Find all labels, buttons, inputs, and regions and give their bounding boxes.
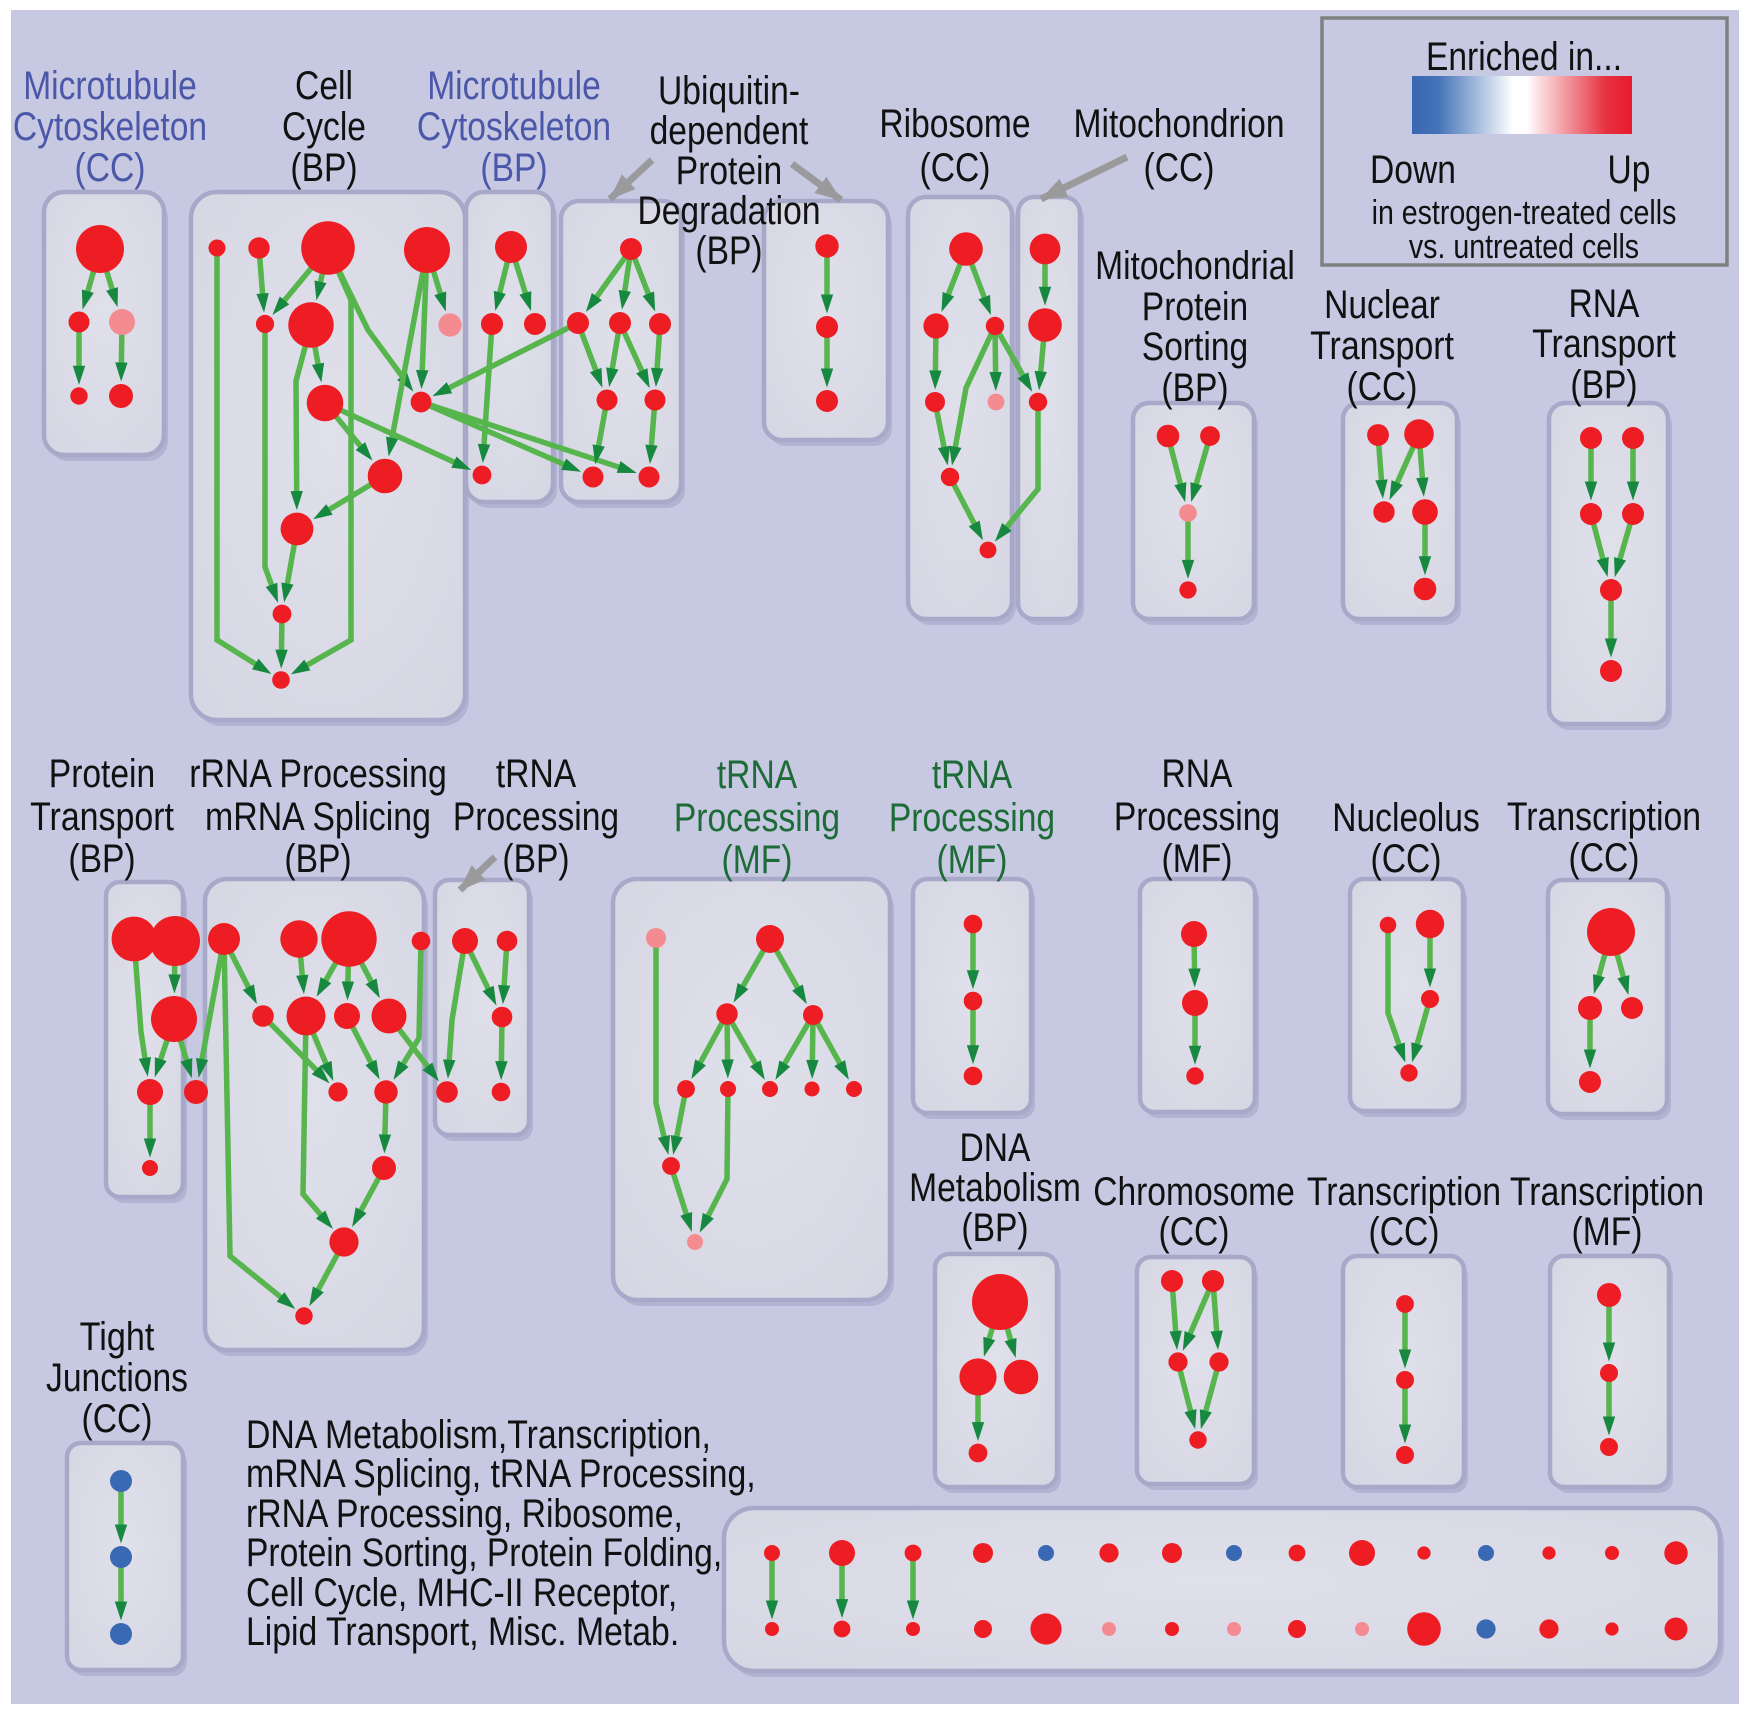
svg-text:Ubiquitin-: Ubiquitin- [658, 69, 800, 113]
svg-text:(MF): (MF) [1162, 837, 1233, 881]
svg-text:Transport: Transport [1310, 324, 1454, 368]
svg-text:Transport: Transport [30, 795, 174, 839]
svg-text:Transcription: Transcription [1307, 1170, 1501, 1214]
svg-text:dependent: dependent [650, 109, 809, 153]
svg-text:(BP): (BP) [68, 837, 135, 881]
svg-text:Cytoskeleton: Cytoskeleton [417, 105, 611, 149]
svg-text:rRNA Processing, Ribosome,: rRNA Processing, Ribosome, [246, 1492, 683, 1536]
svg-text:(CC): (CC) [82, 1397, 153, 1441]
svg-text:(BP): (BP) [1161, 366, 1228, 410]
svg-text:(CC): (CC) [75, 146, 146, 190]
svg-text:Up: Up [1608, 148, 1651, 192]
svg-text:(CC): (CC) [1347, 365, 1418, 409]
svg-text:Nucleolus: Nucleolus [1332, 796, 1480, 840]
svg-text:Cycle: Cycle [282, 105, 366, 149]
svg-text:(CC): (CC) [1369, 1210, 1440, 1254]
svg-text:DNA: DNA [960, 1126, 1031, 1170]
svg-text:mRNA Splicing: mRNA Splicing [205, 795, 431, 839]
svg-text:Transport: Transport [1532, 322, 1676, 366]
svg-text:rRNA Processing: rRNA Processing [189, 752, 447, 796]
svg-text:(BP): (BP) [284, 837, 351, 881]
svg-text:Metabolism: Metabolism [909, 1166, 1081, 1210]
svg-text:(MF): (MF) [937, 838, 1008, 882]
svg-text:vs. untreated cells: vs. untreated cells [1409, 228, 1639, 266]
svg-text:Mitochondrial: Mitochondrial [1095, 244, 1295, 288]
svg-text:(CC): (CC) [1371, 837, 1442, 881]
svg-text:(BP): (BP) [480, 146, 547, 190]
svg-text:tRNA: tRNA [717, 753, 798, 797]
svg-text:(CC): (CC) [920, 146, 991, 190]
svg-text:Transcription: Transcription [1507, 795, 1701, 839]
svg-text:(BP): (BP) [1570, 363, 1637, 407]
svg-text:in estrogen-treated cells: in estrogen-treated cells [1372, 194, 1677, 232]
svg-text:Degradation: Degradation [638, 189, 821, 233]
svg-text:(BP): (BP) [502, 837, 569, 881]
svg-text:Microtubule: Microtubule [23, 64, 197, 108]
svg-text:Mitochondrion: Mitochondrion [1074, 102, 1285, 146]
svg-text:Tight: Tight [80, 1315, 155, 1359]
svg-text:Junctions: Junctions [46, 1356, 188, 1400]
svg-text:Protein: Protein [49, 752, 155, 796]
svg-text:Transcription: Transcription [1510, 1170, 1704, 1214]
svg-text:Down: Down [1370, 148, 1456, 192]
svg-text:(CC): (CC) [1159, 1210, 1230, 1254]
svg-text:Cytoskeleton: Cytoskeleton [13, 105, 207, 149]
svg-text:Ribosome: Ribosome [879, 102, 1030, 146]
svg-text:Processing: Processing [674, 796, 840, 840]
svg-text:Cell Cycle, MHC-II Receptor,: Cell Cycle, MHC-II Receptor, [246, 1571, 677, 1615]
svg-text:Processing: Processing [453, 795, 619, 839]
svg-text:(BP): (BP) [961, 1206, 1028, 1250]
svg-text:Lipid Transport, Misc. Metab.: Lipid Transport, Misc. Metab. [246, 1610, 679, 1654]
svg-text:Sorting: Sorting [1142, 325, 1248, 369]
svg-text:Cell: Cell [295, 64, 353, 108]
svg-text:Processing: Processing [889, 796, 1055, 840]
svg-text:mRNA Splicing, tRNA Processing: mRNA Splicing, tRNA Processing, [246, 1452, 756, 1496]
svg-text:RNA: RNA [1569, 282, 1640, 326]
svg-text:RNA: RNA [1162, 752, 1233, 796]
svg-text:Nuclear: Nuclear [1324, 283, 1440, 327]
svg-text:Protein Sorting, Protein Foldi: Protein Sorting, Protein Folding, [246, 1531, 722, 1575]
svg-text:tRNA: tRNA [496, 752, 577, 796]
svg-text:DNA Metabolism,Transcription,: DNA Metabolism,Transcription, [246, 1413, 711, 1457]
svg-text:tRNA: tRNA [932, 753, 1013, 797]
svg-text:Chromosome: Chromosome [1093, 1170, 1295, 1214]
svg-text:Protein: Protein [1142, 285, 1248, 329]
svg-text:(CC): (CC) [1569, 836, 1640, 880]
svg-text:(BP): (BP) [290, 146, 357, 190]
svg-text:Processing: Processing [1114, 795, 1280, 839]
svg-text:Enriched in...: Enriched in... [1426, 35, 1622, 79]
svg-text:Protein: Protein [676, 149, 782, 193]
svg-text:(MF): (MF) [1572, 1210, 1643, 1254]
svg-text:(MF): (MF) [722, 838, 793, 882]
svg-text:Microtubule: Microtubule [427, 64, 601, 108]
svg-text:(CC): (CC) [1144, 146, 1215, 190]
svg-text:(BP): (BP) [695, 229, 762, 273]
